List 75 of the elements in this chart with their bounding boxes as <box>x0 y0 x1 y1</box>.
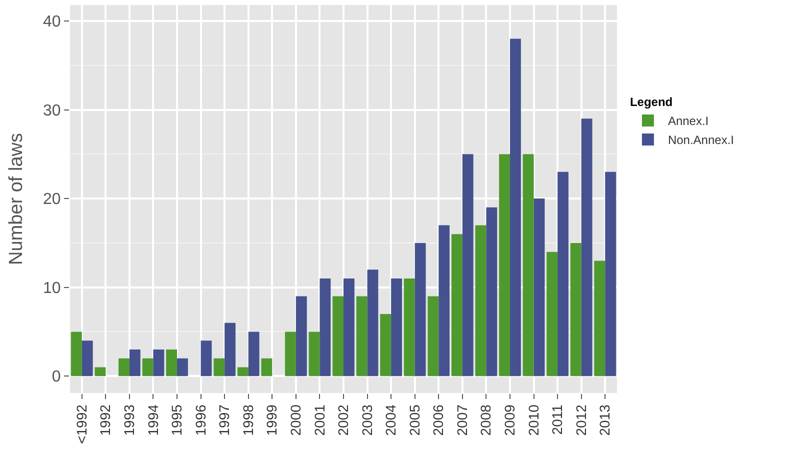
bar <box>414 242 426 376</box>
bar <box>380 314 392 376</box>
x-tick-label: 2011 <box>549 404 566 435</box>
bar <box>546 252 558 376</box>
x-tick-label: 2013 <box>596 404 613 436</box>
bar <box>166 349 178 376</box>
x-tick-label: 2004 <box>382 404 399 436</box>
x-tick-label: 2003 <box>358 404 375 436</box>
legend-label: Annex.I <box>668 114 709 128</box>
bar <box>248 332 260 376</box>
bar <box>451 234 462 376</box>
x-tick-label: 2007 <box>454 404 470 436</box>
bar <box>558 172 568 376</box>
bar <box>142 358 154 376</box>
x-tick-label: 2000 <box>287 404 304 436</box>
x-tick-label: 2010 <box>525 404 542 436</box>
bar <box>320 278 331 376</box>
y-tick-label: 0 <box>52 368 61 386</box>
x-tick-label: 2002 <box>335 404 352 436</box>
bar <box>214 358 225 376</box>
y-tick-label: 30 <box>43 102 61 120</box>
x-tick-label: 2006 <box>430 404 446 436</box>
x-tick-label: 2001 <box>311 404 328 436</box>
y-tick-label: 40 <box>43 14 61 31</box>
x-tick-label: 2009 <box>502 404 518 436</box>
bar <box>356 296 368 376</box>
y-tick-label: 10 <box>43 280 61 297</box>
bar <box>499 154 510 376</box>
x-tick-label: 2012 <box>572 404 589 436</box>
bar <box>129 349 140 376</box>
bar <box>82 340 93 376</box>
bar <box>153 349 164 376</box>
bar <box>605 172 616 376</box>
x-tick-label: 2005 <box>406 404 422 436</box>
x-tick-label: 1995 <box>168 404 185 436</box>
bar <box>581 118 592 376</box>
bar <box>118 358 130 376</box>
bar <box>308 332 320 376</box>
bar <box>486 207 498 376</box>
y-axis-title: Number of laws <box>6 133 27 265</box>
bar <box>200 340 212 376</box>
x-tick-label: 2008 <box>478 404 494 436</box>
bar <box>475 225 486 376</box>
x-tick-label: 1992 <box>97 404 114 436</box>
bar <box>522 154 534 376</box>
bar <box>261 358 272 376</box>
x-tick-label: 1998 <box>240 404 256 436</box>
bar <box>224 322 236 376</box>
bar <box>534 198 545 376</box>
legend-label: Non.Annex.I <box>668 133 734 148</box>
bar <box>284 332 296 376</box>
bar <box>177 358 188 376</box>
bar <box>462 154 474 376</box>
bar <box>594 260 606 376</box>
bar <box>367 270 378 376</box>
x-tick-label: 1993 <box>121 404 138 436</box>
bar <box>70 332 82 376</box>
bar <box>428 296 439 376</box>
bar <box>296 296 307 376</box>
x-tick-label: 1999 <box>264 404 280 436</box>
bar <box>438 225 450 376</box>
bar <box>570 242 582 376</box>
bar <box>510 38 521 376</box>
bar <box>94 367 106 376</box>
bar <box>391 278 402 376</box>
y-tick-label: 20 <box>43 191 61 208</box>
x-tick-label: 1997 <box>216 404 232 436</box>
legend-title: Legend <box>630 94 673 109</box>
x-tick-label: 1996 <box>192 404 208 436</box>
bar <box>344 278 354 376</box>
x-tick-label: 1994 <box>144 404 161 436</box>
bar <box>332 296 344 376</box>
bar <box>237 367 248 376</box>
bar <box>404 278 415 376</box>
x-tick-label: <1992 <box>73 404 90 444</box>
